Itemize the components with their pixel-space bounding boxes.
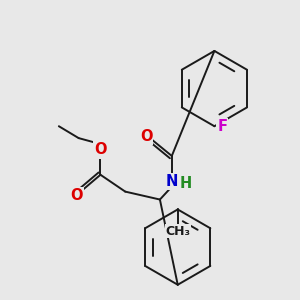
Text: O: O — [140, 129, 152, 144]
Text: H: H — [179, 176, 192, 191]
Text: O: O — [70, 188, 83, 203]
Text: O: O — [94, 142, 107, 158]
Text: CH₃: CH₃ — [165, 225, 190, 238]
Text: N: N — [166, 174, 178, 189]
Text: F: F — [217, 119, 227, 134]
